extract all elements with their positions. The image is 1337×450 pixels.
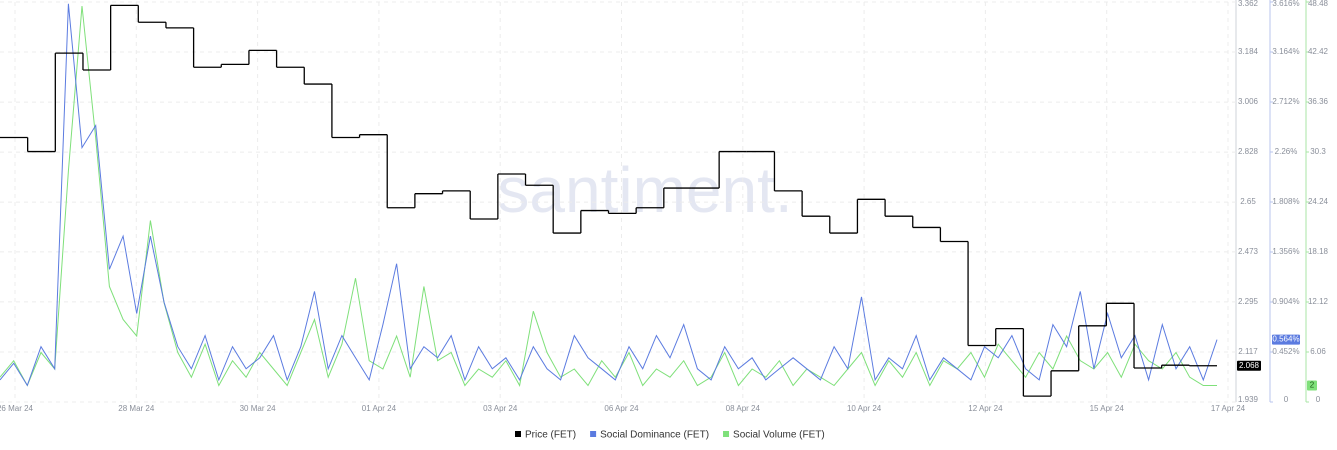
series-line [0, 5, 1217, 387]
y3-tick-label: 48.48 [1308, 0, 1329, 8]
y2-tick-label: 0.904% [1272, 297, 1299, 306]
y-tick-label: 1.939 [1238, 395, 1259, 404]
y3-tick-label: 30.3 [1310, 147, 1326, 156]
x-tick-label: 08 Apr 24 [726, 404, 761, 413]
y2-tick-label: 3.616% [1272, 0, 1299, 8]
y2-tick-label: 2.26% [1275, 147, 1298, 156]
y2-tick-label: 1.808% [1272, 197, 1299, 206]
x-tick-label: 15 Apr 24 [1090, 404, 1125, 413]
current-value-label: 2.068 [1239, 361, 1260, 370]
current-value-label: 0.564% [1272, 335, 1299, 344]
legend-label: Social Volume (FET) [733, 430, 825, 441]
series-line [0, 3, 1218, 387]
x-tick-label: 26 Mar 24 [0, 404, 34, 413]
y-tick-label: 3.006 [1238, 97, 1259, 106]
x-tick-label: 10 Apr 24 [847, 404, 882, 413]
y-tick-label: 2.295 [1238, 297, 1259, 306]
y-tick-label: 2.117 [1238, 347, 1258, 356]
legend-label: Social Dominance (FET) [600, 430, 709, 441]
legend-swatch [723, 431, 730, 437]
y3-tick-label: 6.06 [1310, 347, 1326, 356]
x-tick-label: 01 Apr 24 [362, 404, 397, 413]
y-tick-label: 3.184 [1238, 47, 1259, 56]
y2-tick-label: 0 [1284, 395, 1289, 404]
current-value-badge [1307, 380, 1317, 391]
y-tick-label: 2.828 [1238, 147, 1259, 156]
y3-tick-label: 24.24 [1308, 197, 1329, 206]
y3-tick-label: 12.12 [1308, 297, 1329, 306]
y2-tick-label: 1.356% [1272, 247, 1299, 256]
current-value-label: 2 [1310, 381, 1315, 390]
y3-tick-label: 42.42 [1308, 47, 1329, 56]
y3-tick-label: 18.18 [1308, 247, 1329, 256]
y2-tick-label: 2.712% [1272, 97, 1299, 106]
current-value-badge [1272, 334, 1300, 345]
y3-tick-label: 0 [1316, 395, 1321, 404]
y-tick-label: 3.362 [1238, 0, 1259, 8]
x-tick-label: 12 Apr 24 [968, 404, 1003, 413]
y2-tick-label: 3.164% [1272, 47, 1299, 56]
x-tick-label: 28 Mar 24 [118, 404, 155, 413]
legend-label: Price (FET) [525, 430, 576, 441]
current-value-badge [1237, 360, 1261, 371]
x-tick-label: 03 Apr 24 [483, 404, 518, 413]
x-tick-label: 06 Apr 24 [604, 404, 639, 413]
y3-tick-label: 36.36 [1308, 97, 1329, 106]
y-tick-label: 2.473 [1238, 247, 1259, 256]
y2-tick-label: 0.452% [1272, 347, 1299, 356]
legend-swatch [590, 431, 597, 437]
x-tick-label: 30 Mar 24 [240, 404, 277, 413]
x-tick-label: 17 Apr 24 [1211, 404, 1246, 413]
watermark: santiment. [497, 154, 792, 226]
y-tick-label: 2.65 [1240, 197, 1256, 206]
legend-swatch [515, 431, 521, 437]
legend: Price (FET) Social Dominance (FET) Social … [515, 430, 825, 441]
